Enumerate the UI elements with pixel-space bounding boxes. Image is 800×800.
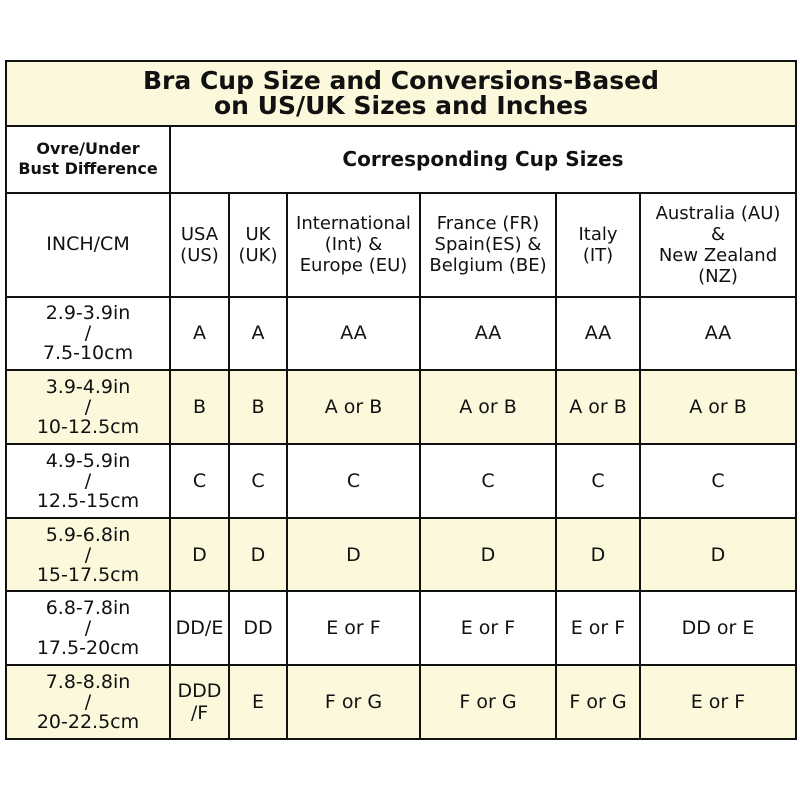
table-row: 5.9-6.8in / 15-17.5cm D D D D D D — [5, 516, 797, 593]
table-row: 2.9-3.9in / 7.5-10cm A A AA AA AA AA — [5, 295, 797, 372]
cup-size-cell-australia-new-zealand: AA — [639, 295, 797, 372]
cup-size-cell-italy: F or G — [555, 664, 641, 740]
cup-size-cell-france-spain-belgium: E or F — [419, 590, 557, 667]
cup-size-cell-uk: A — [228, 295, 288, 372]
cup-size-cell-usa: DD/E — [169, 590, 230, 667]
cup-size-cell-italy: C — [555, 443, 641, 519]
cup-size-cell-usa: B — [169, 369, 230, 446]
cup-size-cell-uk: B — [228, 369, 288, 446]
column-header-australia-new-zealand: Australia (AU) & New Zealand (NZ) — [639, 192, 797, 298]
cup-size-cell-france-spain-belgium: A or B — [419, 369, 557, 446]
cup-size-cell-uk: C — [228, 443, 288, 519]
cup-size-cell-international-europe: A or B — [286, 369, 421, 446]
cup-size-cell-australia-new-zealand: A or B — [639, 369, 797, 446]
bust-difference-cell: 5.9-6.8in / 15-17.5cm — [5, 516, 171, 593]
cup-size-cell-uk: D — [228, 516, 288, 593]
bust-difference-cell: 4.9-5.9in / 12.5-15cm — [5, 443, 171, 519]
bust-difference-cell: 3.9-4.9in / 10-12.5cm — [5, 369, 171, 446]
table-title: Bra Cup Size and Conversions-Based on US… — [5, 60, 797, 127]
cup-size-cell-uk: E — [228, 664, 288, 740]
column-header-france-spain-belgium: France (FR) Spain(ES) & Belgium (BE) — [419, 192, 557, 298]
cup-size-cell-international-europe: AA — [286, 295, 421, 372]
corresponding-cup-sizes-header: Corresponding Cup Sizes — [169, 124, 797, 195]
cup-size-cell-italy: A or B — [555, 369, 641, 446]
cup-size-cell-italy: AA — [555, 295, 641, 372]
bust-difference-cell: 7.8-8.8in / 20-22.5cm — [5, 664, 171, 740]
table-row: 4.9-5.9in / 12.5-15cm C C C C C C — [5, 443, 797, 519]
column-header-row: INCH/CM USA (US) UK (UK) International (Int… — [5, 192, 797, 298]
cup-size-cell-international-europe: E or F — [286, 590, 421, 667]
cup-size-cell-international-europe: D — [286, 516, 421, 593]
bust-difference-cell: 2.9-3.9in / 7.5-10cm — [5, 295, 171, 372]
column-header-international-europe: International (Int) & Europe (EU) — [286, 192, 421, 298]
bra-size-conversion-table: Bra Cup Size and Conversions-Based on US… — [5, 60, 797, 740]
cup-size-cell-france-spain-belgium: C — [419, 443, 557, 519]
column-header-usa: USA (US) — [169, 192, 230, 298]
cup-size-cell-australia-new-zealand: DD or E — [639, 590, 797, 667]
cup-size-cell-international-europe: F or G — [286, 664, 421, 740]
bust-difference-header: Ovre/Under Bust Difference — [5, 124, 171, 195]
cup-size-cell-australia-new-zealand: E or F — [639, 664, 797, 740]
cup-size-cell-australia-new-zealand: C — [639, 443, 797, 519]
header-row: Ovre/Under Bust Difference Corresponding… — [5, 124, 797, 195]
column-header-italy: Italy (IT) — [555, 192, 641, 298]
cup-size-cell-france-spain-belgium: F or G — [419, 664, 557, 740]
cup-size-cell-france-spain-belgium: AA — [419, 295, 557, 372]
bust-difference-cell: 6.8-7.8in / 17.5-20cm — [5, 590, 171, 667]
cup-size-cell-australia-new-zealand: D — [639, 516, 797, 593]
cup-size-cell-usa: DDD /F — [169, 664, 230, 740]
cup-size-cell-international-europe: C — [286, 443, 421, 519]
cup-size-cell-uk: DD — [228, 590, 288, 667]
column-header-inch-cm: INCH/CM — [5, 192, 171, 298]
title-row: Bra Cup Size and Conversions-Based on US… — [5, 60, 797, 127]
column-header-uk: UK (UK) — [228, 192, 288, 298]
cup-size-cell-usa: D — [169, 516, 230, 593]
cup-size-cell-italy: E or F — [555, 590, 641, 667]
cup-size-cell-france-spain-belgium: D — [419, 516, 557, 593]
cup-size-cell-italy: D — [555, 516, 641, 593]
cup-size-cell-usa: C — [169, 443, 230, 519]
cup-size-cell-usa: A — [169, 295, 230, 372]
